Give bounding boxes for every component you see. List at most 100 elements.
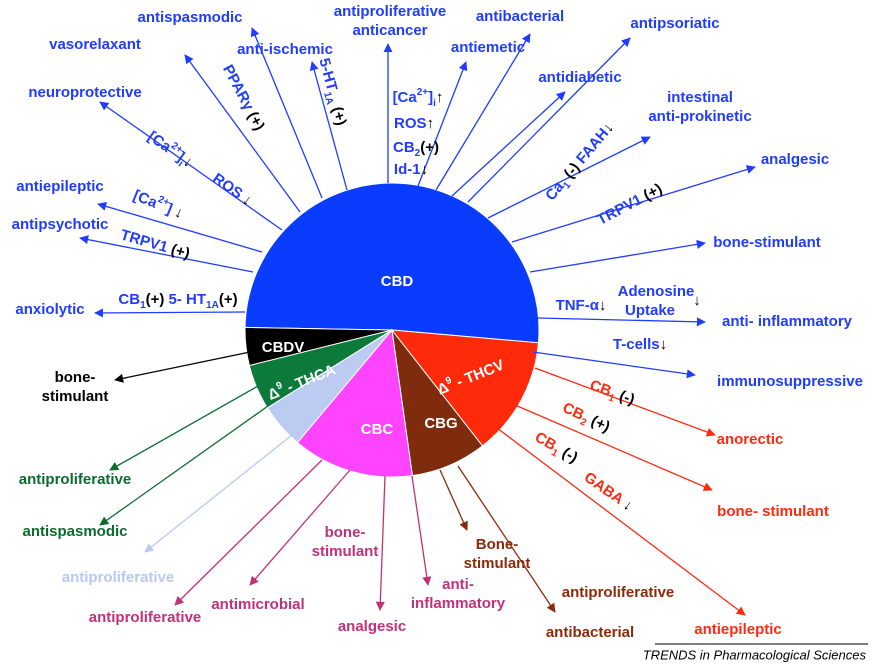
effect-label: antiepileptic — [16, 178, 104, 195]
text-part: (+) — [585, 411, 613, 436]
effect-arrow — [411, 475, 432, 586]
effect-line: antibacterial — [546, 624, 634, 641]
text-part: Adenosine — [618, 283, 695, 300]
effect-line: Bone- — [476, 536, 519, 553]
effect-label: anxiolytic — [15, 301, 84, 318]
effect-arrow — [99, 405, 269, 526]
effect-label: antibacterial — [476, 8, 564, 25]
effect-line: antiproliferative — [62, 569, 175, 586]
effect-label: bone- stimulant — [717, 503, 829, 520]
mechanism-label: ↓ — [693, 292, 701, 309]
text-part: 2+ — [169, 140, 185, 156]
effect-line: bone-stimulant — [713, 234, 821, 251]
effect-label: bone-stimulant — [713, 234, 821, 251]
effect-arrow — [79, 235, 254, 273]
effect-line: immunosuppressive — [717, 373, 863, 390]
effect-line: bone- stimulant — [717, 503, 829, 520]
text-part: CB — [393, 139, 415, 156]
text-part: 1 — [607, 393, 616, 405]
effect-line: anti-prokinetic — [648, 108, 751, 125]
effect-label: antiepileptic — [694, 621, 782, 638]
mechanism-label: CB1 (-) — [586, 377, 636, 412]
text-part: ROS — [394, 115, 427, 132]
text-part: Id-1 — [394, 161, 421, 178]
effect-line: stimulant — [464, 555, 531, 572]
text-part: (+) — [146, 291, 165, 308]
effect-line: antiproliferative — [334, 3, 447, 20]
text-part: (+) — [244, 109, 268, 134]
effect-arrow — [250, 27, 323, 199]
effect-arrow — [511, 165, 756, 243]
effect-arrow — [451, 91, 566, 197]
pie-wedge — [296, 328, 414, 478]
effect-line: analgesic — [761, 151, 829, 168]
text-part: 9 — [444, 375, 454, 387]
text-part: i — [176, 159, 185, 170]
text-part: i — [433, 98, 436, 109]
text-part: ↓ — [693, 292, 701, 309]
effect-line: antimicrobial — [211, 596, 304, 613]
effect-label: anti-inflammatory — [411, 576, 506, 612]
effect-line: antiepileptic — [694, 621, 782, 638]
text-part: ↓ — [599, 297, 607, 314]
mechanism-label: Adenosine — [618, 283, 695, 300]
effect-arrow — [109, 385, 259, 471]
effect-line: bone- — [55, 369, 96, 386]
text-part: (+) — [641, 180, 666, 204]
text-part: CB — [587, 377, 613, 400]
compound-label: CBG — [424, 415, 457, 432]
effect-line: anti- inflammatory — [722, 313, 853, 330]
effect-arrow — [439, 469, 468, 531]
mechanism-label: ROS↑ — [394, 115, 434, 132]
effect-arrow — [529, 239, 706, 273]
effect-label: anti- inflammatory — [722, 313, 853, 330]
effect-line: antispasmodic — [22, 523, 127, 540]
text-part: 1 — [549, 447, 560, 460]
mechanism-label: T-cells↓ — [613, 336, 667, 353]
text-part: ] — [164, 200, 175, 218]
effect-label: antidiabetic — [538, 69, 621, 86]
effect-line: antiproliferative — [19, 471, 132, 488]
text-part: ] — [428, 89, 433, 106]
text-part: (+) — [169, 241, 192, 263]
effect-arrow — [144, 434, 293, 553]
effect-label: bone-stimulant — [42, 369, 109, 405]
text-part: ↑ — [436, 89, 444, 106]
text-part: 2+ — [417, 87, 429, 98]
effect-line: antipsoriatic — [630, 15, 719, 32]
effect-line: antiproliferative — [562, 584, 675, 601]
effect-line: bone- — [325, 524, 366, 541]
text-part: ↑ — [427, 115, 435, 132]
effect-line: anti-ischemic — [237, 41, 333, 58]
effect-label: antiproliferative — [19, 471, 132, 488]
mechanism-label: CB2 (+) — [559, 399, 613, 438]
text-part: [Ca — [131, 187, 160, 212]
effect-arrow — [97, 201, 263, 253]
mechanism-label: CB1(+) 5- HT1A(+) — [118, 291, 237, 311]
effect-line: inflammatory — [411, 595, 506, 612]
effect-line: antiepileptic — [16, 178, 104, 195]
effect-label: anti-ischemic — [237, 41, 333, 58]
text-part: 1 — [140, 300, 146, 311]
effect-line: anticancer — [352, 22, 427, 39]
text-part: [Ca — [393, 89, 418, 106]
text-part: GABA — [581, 469, 630, 510]
text-part: Uptake — [625, 302, 675, 319]
text-part: TRPV1 — [594, 189, 648, 229]
mechanism-label: [Ca2+]i↑ — [393, 87, 444, 109]
text-part: 1A — [321, 91, 335, 106]
text-part: (+) — [420, 139, 439, 156]
effect-label: anorectic — [717, 431, 784, 448]
effect-line: vasorelaxant — [49, 36, 141, 53]
effect-label: intestinal anti-prokinetic — [648, 89, 751, 125]
effect-line: antidiabetic — [538, 69, 621, 86]
effect-label: antispasmodic — [137, 9, 242, 26]
compound-label: CBD — [381, 273, 414, 290]
text-part: 2 — [415, 148, 421, 159]
effect-label: antibacterial — [546, 624, 634, 641]
effect-arrow — [94, 308, 246, 318]
text-part: TRPV1 — [119, 226, 174, 257]
effect-line: antispasmodic — [137, 9, 242, 26]
pie-wedge — [244, 182, 540, 344]
effect-line: antibacterial — [476, 8, 564, 25]
